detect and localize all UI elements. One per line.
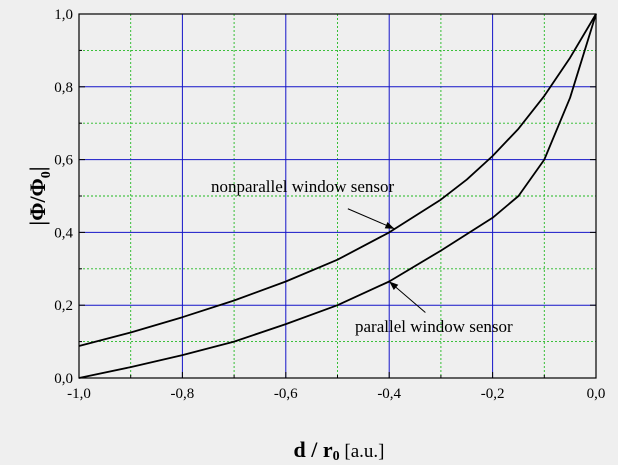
annotation-label: nonparallel window sensor	[211, 177, 395, 196]
y-tick-label: 0,2	[54, 298, 73, 314]
x-tick-label: 0,0	[587, 386, 606, 402]
annotations: nonparallel window sensor parallel window…	[211, 177, 513, 336]
annotation-arrow-head	[389, 281, 399, 290]
y-axis-label: |Φ/Φ0|	[25, 166, 54, 225]
y-tick-label: 0,0	[54, 371, 73, 387]
annotation-arrow-head	[384, 222, 395, 229]
y-tick-label: 0,4	[54, 225, 73, 241]
axis-ticks: -1,0 -0,8 -0,6 -0,4 -0,2 0,0 0,0 0,2 0,4 0,6 0,8 1,…	[54, 7, 605, 402]
annotation-label: parallel window sensor	[355, 317, 513, 336]
x-tick-label: -0,2	[481, 386, 505, 402]
x-tick-label: -1,0	[67, 386, 91, 402]
y-tick-label: 0,6	[54, 153, 73, 169]
x-tick-label: -0,4	[377, 386, 401, 402]
x-tick-label: -0,6	[274, 386, 298, 402]
y-tick-label: 0,8	[54, 80, 73, 96]
grid	[79, 14, 596, 378]
y-tick-label: 1,0	[54, 7, 73, 23]
series-line-0	[78, 13, 597, 347]
x-tick-label: -0,8	[171, 386, 195, 402]
x-axis-label: d / r0 [a.u.]	[294, 437, 385, 464]
